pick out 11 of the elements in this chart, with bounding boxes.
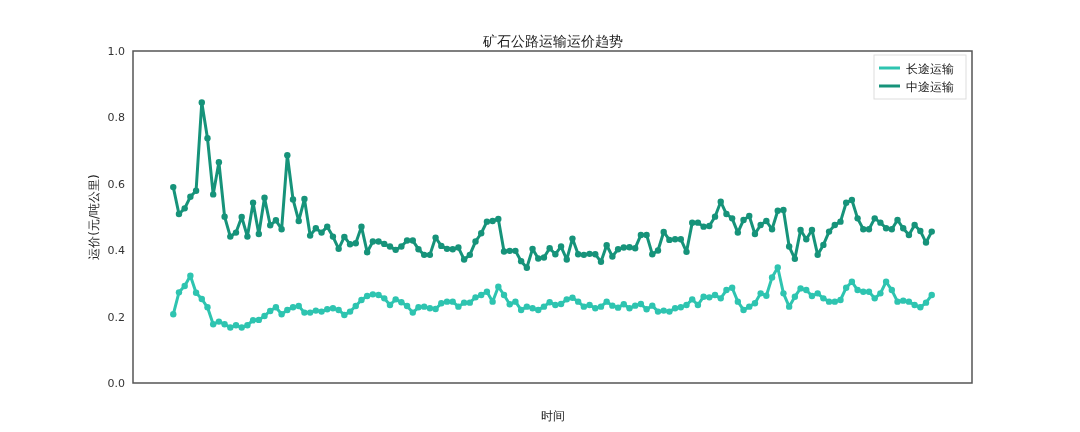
- x-axis-title: 时间: [540, 409, 565, 423]
- y-tick-label: 0.8: [107, 111, 125, 125]
- legend-label: 长途运输: [906, 61, 954, 76]
- y-axis-title: 运价(元/吨公里): [87, 174, 101, 260]
- y-tick-label: 0.0: [107, 377, 125, 390]
- chart-title: 矿石公路运输运价趋势: [481, 33, 623, 49]
- y-tick-label: 0.2: [107, 310, 125, 324]
- y-tick-label: 0.6: [107, 177, 125, 191]
- y-tick-label: 1.0: [107, 45, 125, 58]
- y-tick-label: 0.4: [107, 244, 125, 258]
- legend-label: 中途运输: [906, 79, 954, 94]
